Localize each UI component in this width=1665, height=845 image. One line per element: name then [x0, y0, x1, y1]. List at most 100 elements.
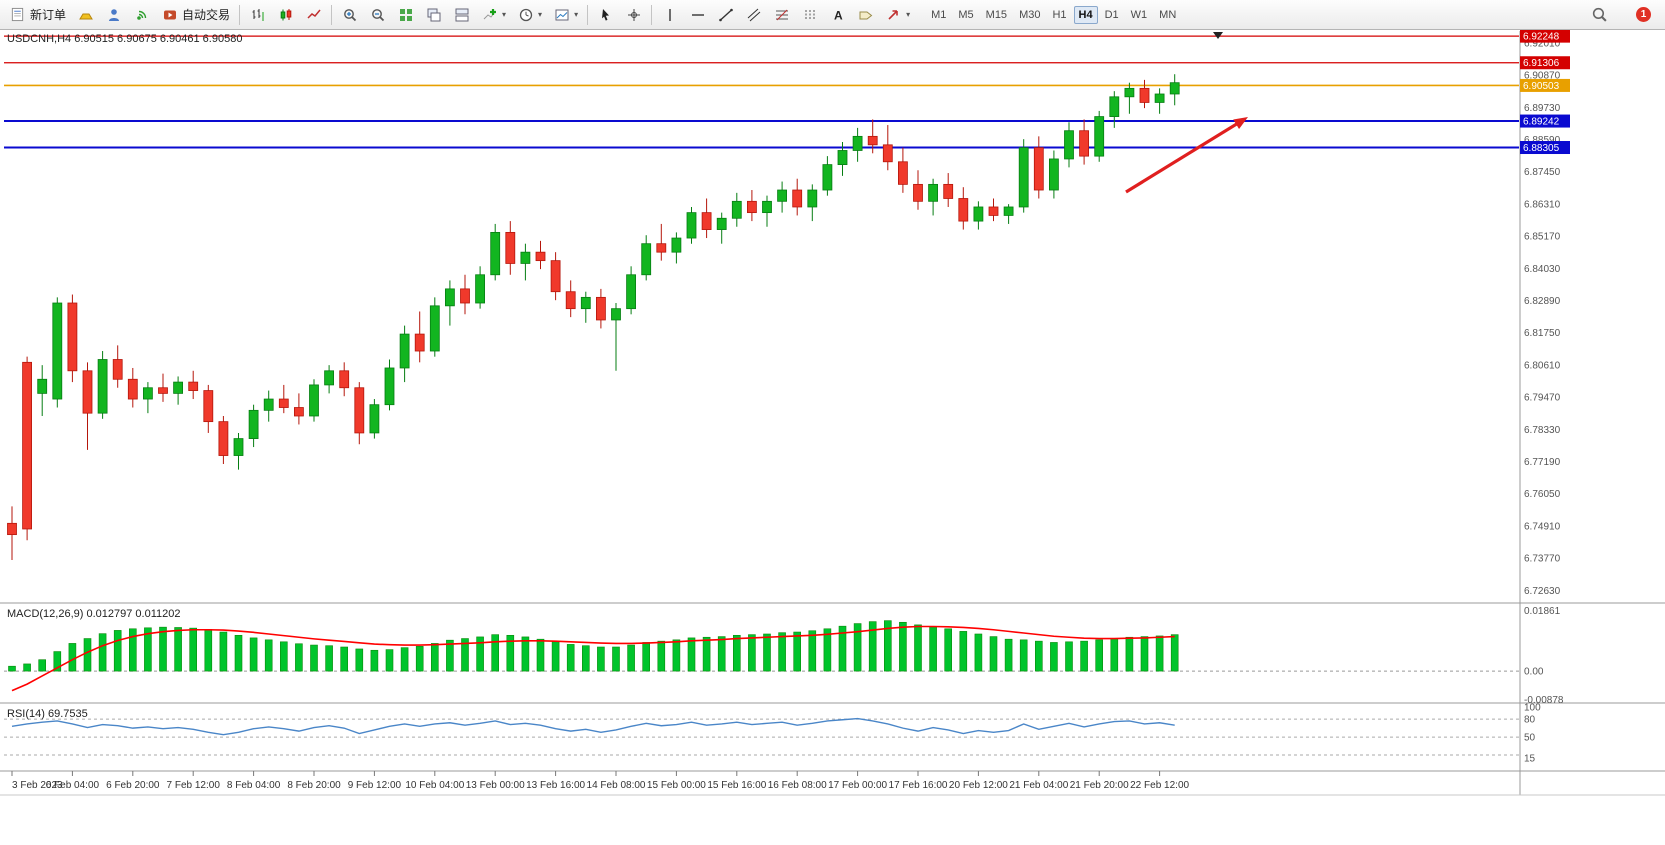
macd-histogram-bar — [264, 639, 273, 672]
macd-histogram-bar — [1019, 639, 1028, 672]
timeframe-button-m1[interactable]: M1 — [931, 8, 947, 21]
candle — [1154, 88, 1165, 114]
macd-histogram-bar — [627, 644, 635, 672]
macd-histogram-bar — [1065, 641, 1073, 672]
price-axis-label: 6.92010 — [1524, 38, 1561, 49]
macd-histogram-bar — [687, 637, 696, 672]
cascade-windows-button[interactable] — [420, 2, 447, 27]
macd-histogram-bar — [868, 621, 877, 672]
candle — [1003, 204, 1014, 224]
macd-histogram-bar — [204, 629, 213, 672]
trend-arrow-annotation[interactable] — [1125, 119, 1243, 194]
candle — [762, 195, 772, 227]
timeframe-button-mn[interactable]: MN — [1159, 8, 1177, 21]
text-tool-button[interactable]: A — [824, 2, 851, 27]
timeframe-button-m5[interactable]: M5 — [958, 8, 974, 21]
timeframe-button-d1[interactable]: D1 — [1104, 8, 1119, 21]
horizontal-line-tool-button[interactable] — [684, 2, 711, 27]
horizontal-line-icon — [689, 6, 706, 23]
label-tool-button[interactable] — [852, 2, 879, 27]
user-icon — [105, 6, 122, 23]
candle — [1018, 139, 1029, 213]
toolbar-separator — [239, 4, 241, 25]
macd-histogram-bar — [597, 646, 605, 672]
macd-histogram-bar — [219, 631, 228, 672]
fibonacci-tool-button[interactable] — [768, 2, 795, 27]
macd-histogram-bar — [1050, 642, 1058, 672]
macd-histogram-bar — [823, 628, 832, 672]
new-order-button[interactable]: 新订单 — [4, 2, 71, 27]
candle — [1033, 136, 1044, 199]
arrange-windows-button[interactable] — [448, 2, 475, 27]
macd-histogram-bar — [234, 634, 243, 672]
price-axis-label: 6.79470 — [1524, 393, 1561, 404]
candle — [37, 365, 48, 416]
vertical-line-tool-button[interactable] — [656, 2, 683, 27]
indicators-button[interactable]: ▾ — [476, 2, 511, 27]
auto-trading-button[interactable]: 自动交易 — [156, 2, 235, 27]
candle — [701, 198, 712, 239]
macd-histogram-bar — [989, 636, 998, 672]
zoom-out-button[interactable] — [364, 2, 391, 27]
cursor-button[interactable] — [592, 2, 619, 27]
timeframe-button-w1[interactable]: W1 — [1130, 8, 1148, 21]
zoom-in-button[interactable] — [336, 2, 363, 27]
shapes-tool-button[interactable]: ▾ — [880, 2, 915, 27]
macd-histogram-bar — [189, 627, 197, 672]
notification-badge[interactable]: 1 — [1636, 7, 1651, 22]
clock-icon — [517, 6, 534, 23]
macd-histogram-bar — [415, 646, 424, 672]
trendline-tool-button[interactable] — [712, 2, 739, 27]
timeframe-button-m30[interactable]: M30 — [1019, 8, 1041, 21]
accounts-button[interactable] — [100, 2, 127, 27]
price-axis-label: 6.89730 — [1524, 103, 1561, 114]
new-order-label: 新订单 — [30, 8, 67, 22]
price-axis-label: 6.74910 — [1524, 521, 1561, 532]
trendline-icon — [717, 6, 734, 23]
candle — [882, 125, 893, 171]
crosshair-button[interactable] — [620, 2, 647, 27]
candle — [7, 506, 17, 561]
macd-histogram-bar — [944, 628, 953, 672]
search-icon[interactable] — [1591, 6, 1608, 23]
macd-histogram-bar — [385, 649, 394, 672]
macd-histogram-bar — [1125, 636, 1134, 672]
time-axis-label: 15 Feb 16:00 — [707, 780, 766, 791]
chart-canvas[interactable]: 6.92010 6.90870 6.89730 6.88590 6.87450 6.863… — [0, 30, 1665, 845]
candle — [1094, 110, 1105, 162]
candle — [535, 240, 546, 270]
candle — [852, 127, 863, 162]
candle — [777, 181, 787, 213]
candle — [988, 198, 999, 222]
timeframe-button-h4[interactable]: H4 — [1073, 5, 1098, 24]
price-axis-label: 6.81750 — [1524, 328, 1561, 339]
candle — [1064, 122, 1074, 168]
macd-histogram-bar — [642, 642, 651, 672]
macd-histogram-bar — [883, 620, 892, 672]
arrow-shape-icon — [885, 6, 902, 23]
candle — [399, 325, 410, 383]
macd-histogram-bar — [249, 637, 258, 672]
timeframe-button-m15[interactable]: M15 — [985, 8, 1008, 21]
candlestick-chart-button[interactable] — [272, 2, 299, 27]
macd-histogram-bar — [310, 644, 318, 672]
signals-button[interactable] — [128, 2, 155, 27]
gold-bar-button[interactable] — [72, 2, 99, 27]
macd-histogram-bar — [430, 643, 439, 672]
tile-windows-button[interactable] — [392, 2, 419, 27]
timeframe-button-h1[interactable]: H1 — [1052, 8, 1067, 21]
period-clock-button[interactable]: ▾ — [512, 2, 547, 27]
candle — [580, 291, 591, 323]
macd-histogram-bar — [612, 646, 620, 672]
line-chart-button[interactable] — [300, 2, 327, 27]
cycle-lines-tool-button[interactable] — [796, 2, 823, 27]
chart-template-button[interactable]: ▾ — [548, 2, 583, 27]
candle — [958, 187, 969, 230]
macd-histogram-bar — [53, 651, 62, 672]
channel-tool-button[interactable] — [740, 2, 767, 27]
bar-chart-button[interactable] — [244, 2, 271, 27]
macd-histogram-bar — [1004, 638, 1013, 672]
macd-histogram-bar — [174, 627, 182, 672]
time-axis-label: 6 Feb 20:00 — [106, 780, 160, 791]
candle — [686, 206, 697, 244]
